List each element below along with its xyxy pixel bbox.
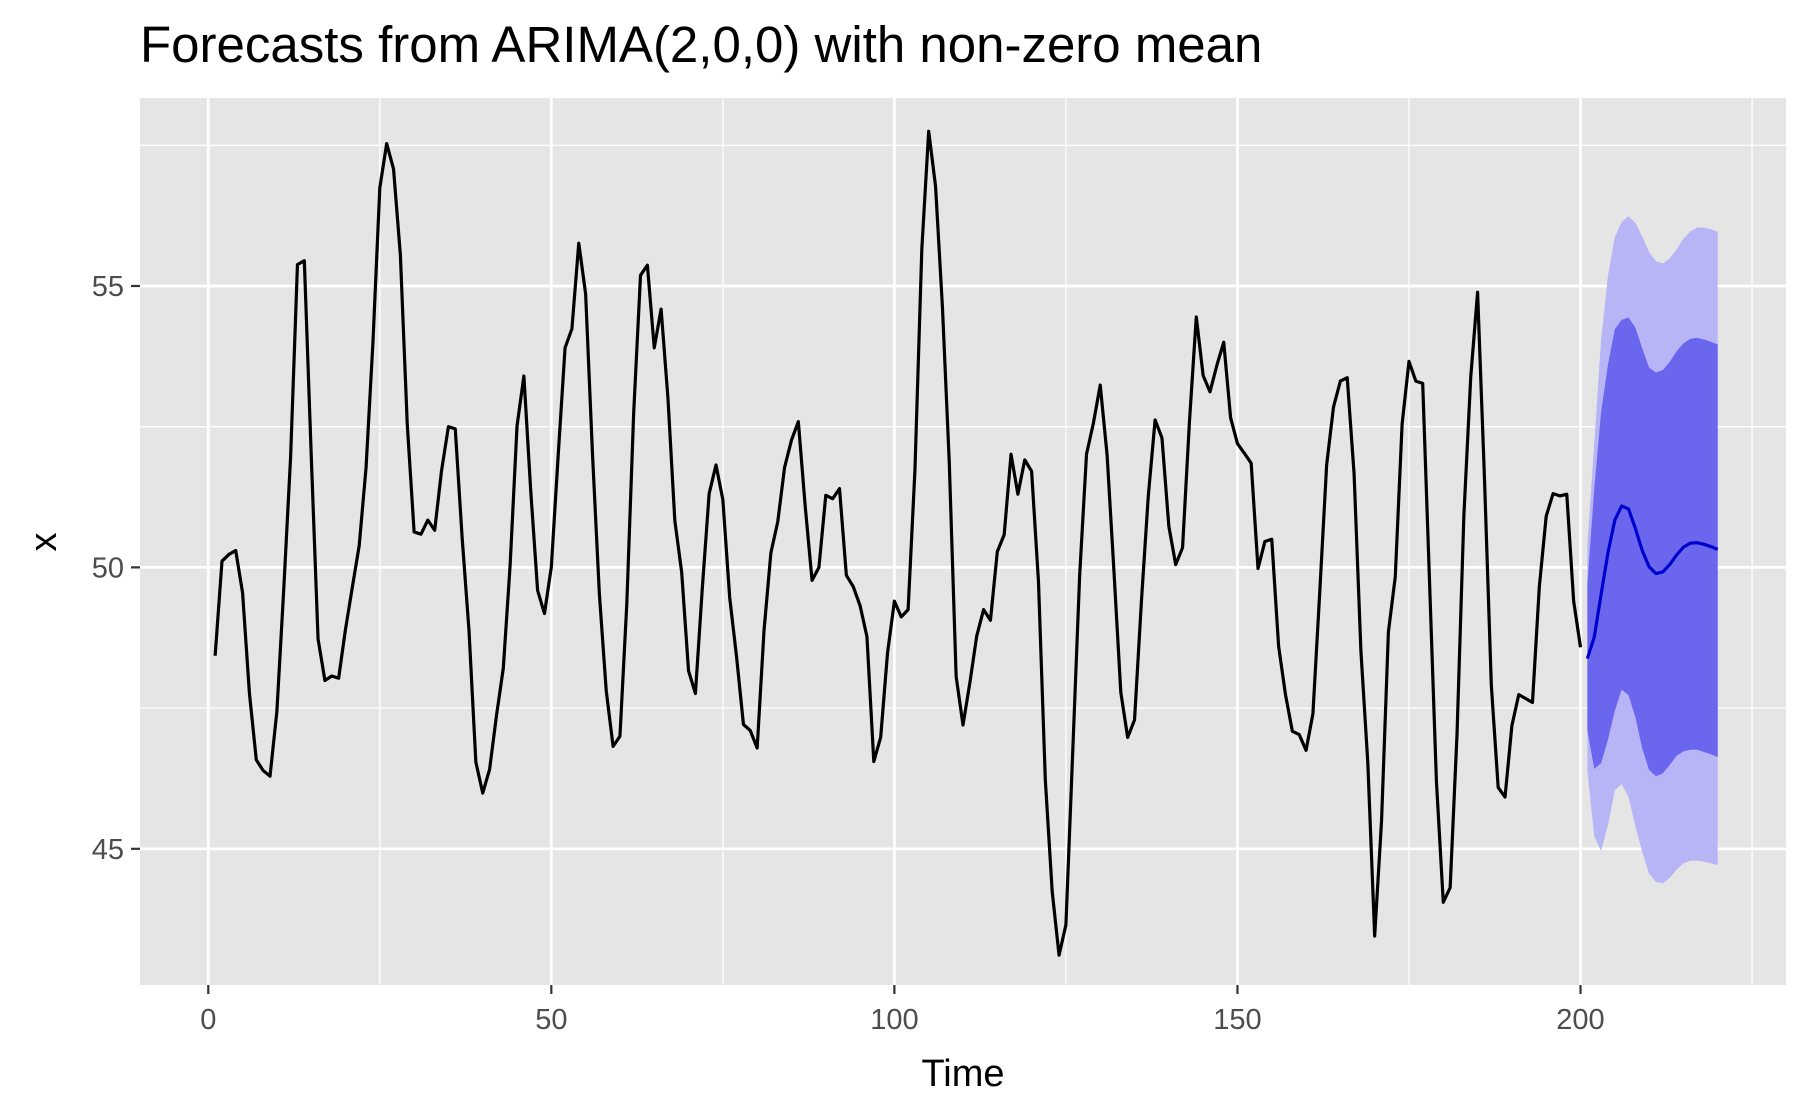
- x-tick-label: 100: [870, 1004, 918, 1036]
- x-tick-label: 150: [1213, 1004, 1261, 1036]
- series-lines: [213, 129, 1719, 957]
- y-axis-title: x: [23, 533, 65, 552]
- x-tick-label: 200: [1556, 1004, 1604, 1036]
- y-tick-label: 45: [92, 834, 124, 866]
- x-tick-label: 0: [200, 1004, 216, 1036]
- forecast-mean-line: [1585, 504, 1719, 660]
- chart-title: Forecasts from ARIMA(2,0,0) with non-zer…: [140, 16, 1262, 73]
- series-line: [213, 129, 1583, 957]
- plot-panel: [140, 98, 1786, 985]
- x-axis-title: Time: [921, 1053, 1004, 1095]
- pi80-band: [1587, 317, 1718, 777]
- major-grid: [140, 98, 1786, 985]
- minor-grid: [140, 98, 1786, 985]
- axes: 0 50 100 150 200 45 50 55: [92, 271, 1605, 1036]
- prediction-intervals: [1587, 216, 1718, 884]
- y-tick-label: 50: [92, 552, 124, 584]
- x-tick-label: 50: [535, 1004, 567, 1036]
- y-tick-label: 55: [92, 271, 124, 303]
